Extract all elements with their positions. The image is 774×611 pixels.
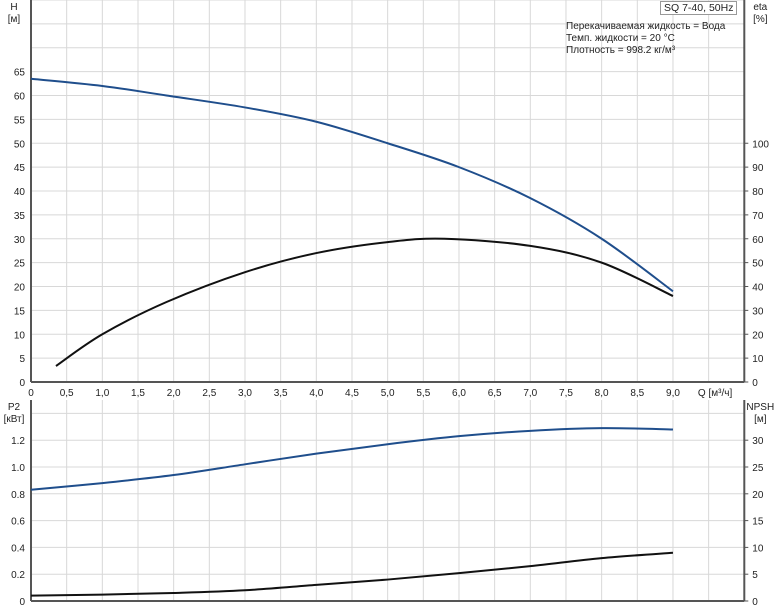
x-tick-label: 8,5 bbox=[630, 388, 644, 399]
y-tick-label-left: 0.4 bbox=[11, 543, 25, 554]
annotation-liquid: Перекачиваемая жидкость = Вода bbox=[566, 21, 726, 32]
y-tick-label-right: 30 bbox=[752, 436, 764, 447]
y-tick-label-left: 0.2 bbox=[11, 570, 25, 581]
y-tick-label-right: 30 bbox=[752, 306, 764, 317]
series-line-npsh bbox=[30, 551, 674, 597]
x-tick-label: 5,0 bbox=[381, 388, 395, 399]
y-tick-label-right: 25 bbox=[752, 463, 764, 474]
x-tick-label: 2,0 bbox=[167, 388, 181, 399]
y-tick-label-right: 50 bbox=[752, 259, 764, 270]
y-tick-label-right: 80 bbox=[752, 187, 764, 198]
x-tick-label: 6,0 bbox=[452, 388, 466, 399]
x-tick-label: 2,5 bbox=[202, 388, 216, 399]
y-tick-label-left: 30 bbox=[14, 235, 26, 246]
y-axis-label-left: H bbox=[10, 2, 17, 13]
y-tick-label-left: 55 bbox=[14, 115, 26, 126]
fluid-info: Перекачиваемая жидкость = Вода Темп. жид… bbox=[566, 21, 725, 57]
y-tick-label-left: 5 bbox=[19, 354, 25, 365]
y-tick-label-right: 60 bbox=[752, 235, 764, 246]
y-tick-label-left: 50 bbox=[14, 139, 26, 150]
y-axis-label-right: NPSH bbox=[746, 402, 774, 413]
y-tick-label-left: 60 bbox=[14, 92, 26, 103]
x-tick-label: 0,5 bbox=[60, 388, 74, 399]
y-tick-label-left: 0 bbox=[19, 597, 25, 608]
x-axis-label: Q [м³/ч] bbox=[698, 388, 733, 399]
x-tick-label: 1,5 bbox=[131, 388, 145, 399]
y-axis-label-right: [%] bbox=[753, 14, 768, 25]
y-tick-label-left: 45 bbox=[14, 163, 26, 174]
y-tick-label-left: 20 bbox=[14, 283, 26, 294]
y-tick-label-right: 90 bbox=[752, 163, 764, 174]
y-tick-label-left: 1.2 bbox=[11, 436, 25, 447]
series-line-h bbox=[30, 77, 674, 293]
x-tick-label: 9,0 bbox=[666, 388, 680, 399]
y-tick-label-left: 10 bbox=[14, 330, 26, 341]
x-tick-label: 7,0 bbox=[523, 388, 537, 399]
y-tick-label-right: 5 bbox=[752, 570, 758, 581]
y-tick-label-left: 15 bbox=[14, 306, 26, 317]
y-tick-label-left: 0.6 bbox=[11, 517, 25, 528]
y-tick-label-right: 10 bbox=[752, 543, 764, 554]
y-tick-label-left: 1.0 bbox=[11, 463, 25, 474]
series-line-eta bbox=[55, 237, 674, 367]
y-tick-label-right: 20 bbox=[752, 330, 764, 341]
y-tick-label-right: 100 bbox=[752, 139, 769, 150]
y-tick-label-left: 40 bbox=[14, 187, 26, 198]
y-tick-label-right: 40 bbox=[752, 283, 764, 294]
y-tick-label-left: 65 bbox=[14, 68, 26, 79]
y-axis-label-left: [м] bbox=[8, 14, 21, 25]
x-tick-label: 6,5 bbox=[488, 388, 502, 399]
x-tick-label: 8,0 bbox=[595, 388, 609, 399]
x-tick-label: 0 bbox=[28, 388, 34, 399]
y-tick-label-right: 15 bbox=[752, 517, 764, 528]
y-tick-label-right: 10 bbox=[752, 354, 764, 365]
x-tick-label: 4,0 bbox=[309, 388, 323, 399]
series-line-p2 bbox=[30, 427, 673, 491]
y-tick-label-left: 0.8 bbox=[11, 490, 25, 501]
y-tick-label-right: 0 bbox=[752, 378, 758, 389]
y-tick-label-left: 25 bbox=[14, 259, 26, 270]
x-tick-label: 3,0 bbox=[238, 388, 252, 399]
x-tick-label: 4,5 bbox=[345, 388, 359, 399]
y-tick-label-right: 70 bbox=[752, 211, 764, 222]
y-axis-label-right: eta bbox=[753, 2, 767, 13]
y-tick-label-left: 0 bbox=[19, 378, 25, 389]
x-tick-label: 3,5 bbox=[274, 388, 288, 399]
x-tick-label: 1,0 bbox=[95, 388, 109, 399]
x-tick-label: 5,5 bbox=[416, 388, 430, 399]
y-axis-label-right: [м] bbox=[754, 414, 767, 425]
annotation-temperature: Темп. жидкости = 20 °C bbox=[566, 33, 675, 44]
y-tick-label-right: 20 bbox=[752, 490, 764, 501]
y-tick-label-right: 0 bbox=[752, 597, 758, 608]
y-tick-label-left: 35 bbox=[14, 211, 26, 222]
x-tick-label: 7,5 bbox=[559, 388, 573, 399]
y-axis-label-left: P2 bbox=[8, 402, 21, 413]
y-axis-label-left: [кВт] bbox=[4, 414, 25, 425]
annotation-density: Плотность = 998.2 кг/м³ bbox=[566, 45, 676, 56]
chart-title: SQ 7-40, 50Hz bbox=[660, 1, 738, 15]
